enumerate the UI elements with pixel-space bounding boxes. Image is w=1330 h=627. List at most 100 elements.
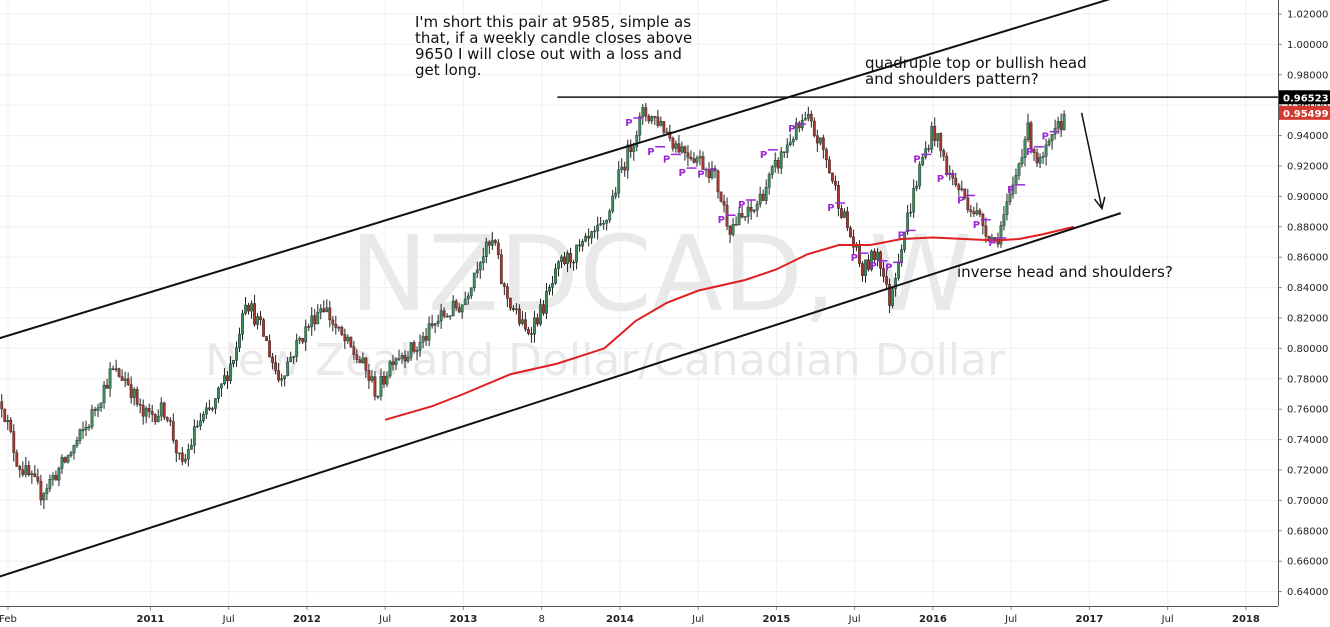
annotation-inverse-note: inverse head and shoulders? (957, 263, 1173, 281)
candle-body (731, 224, 735, 235)
candle-body (30, 473, 34, 476)
grid (0, 0, 1278, 606)
candle-body (873, 250, 876, 260)
candle-body (385, 375, 389, 385)
candle-body (84, 426, 88, 430)
candle-body (505, 286, 509, 299)
x-tick-label: Jul (378, 614, 391, 625)
candle-body (198, 420, 202, 427)
candle-body (728, 226, 732, 235)
pivot-label: P (697, 170, 704, 181)
candle-body (885, 276, 888, 285)
candle-body (840, 208, 843, 218)
candle-body (183, 458, 187, 462)
candle-body (436, 320, 440, 324)
candle-body (283, 375, 287, 379)
candle-body (566, 253, 569, 264)
candle-body (843, 211, 846, 218)
candle-body (496, 242, 500, 255)
candle-body (457, 307, 461, 313)
candle-body (247, 304, 250, 312)
candle-body (6, 419, 10, 422)
watermark-symbol: NZDCAD, W (350, 213, 972, 335)
candle-body (39, 480, 43, 501)
candle-body (849, 227, 852, 237)
candle-body (563, 256, 566, 264)
candle-body (846, 211, 849, 229)
candle-body (1038, 157, 1042, 164)
candle-body (295, 339, 299, 357)
y-tick-label: 0.82000 (1287, 314, 1328, 325)
candle-body (301, 338, 305, 343)
candle-body (253, 303, 256, 325)
candle-body (487, 241, 491, 246)
pivot-label: P (1026, 147, 1033, 158)
down-arrow-shaft (1080, 112, 1103, 209)
candle-body (876, 251, 879, 260)
candle-body (171, 421, 175, 441)
lower-trendline (0, 212, 1122, 578)
y-tick-label: 0.90000 (1287, 192, 1328, 203)
candle-body (469, 287, 473, 297)
candle-body (141, 404, 145, 417)
y-tick-label: 0.80000 (1287, 344, 1328, 355)
candle-body (545, 291, 548, 314)
candle-body (81, 429, 85, 431)
candle-body (1011, 184, 1015, 195)
candle-body (1029, 122, 1033, 150)
candle-body (740, 213, 744, 218)
pivot-label: P (973, 220, 980, 231)
candle-body (794, 122, 798, 140)
candle-body (418, 342, 422, 351)
candle-body (232, 359, 235, 365)
candle-body (951, 172, 955, 179)
candle-body (791, 139, 795, 143)
candle-body (921, 156, 925, 165)
candle-body (454, 300, 458, 309)
candle-body (584, 235, 588, 242)
candle-body (475, 269, 479, 274)
candle-body (493, 240, 497, 244)
candle-body (770, 166, 774, 175)
candle-body (343, 334, 347, 342)
candle-body (150, 411, 154, 415)
candle-body (478, 262, 482, 271)
candle-body (111, 368, 115, 370)
pivot-label: P (885, 262, 892, 273)
candle-body (587, 235, 591, 239)
pivot-label: P (625, 118, 632, 129)
candle-body (692, 158, 696, 163)
candle-body (340, 326, 344, 335)
candle-body (779, 151, 783, 169)
candle-body (915, 185, 919, 189)
candle-body (349, 336, 353, 347)
candle-body (78, 429, 82, 441)
candle-body (201, 413, 205, 422)
candle-body (969, 209, 973, 212)
candle-body (999, 225, 1003, 245)
candle-body (809, 113, 813, 122)
candle-body (701, 156, 705, 170)
candle-body (1014, 175, 1018, 186)
candle-body (818, 137, 822, 144)
candle-body (108, 368, 112, 389)
pivot-label: P (957, 195, 964, 206)
candle-body (310, 315, 314, 328)
candle-body (662, 121, 666, 133)
candle-body (824, 149, 828, 161)
candle-body (235, 347, 238, 361)
price-badge-label: 0.95499 (1283, 109, 1329, 120)
candle-body (815, 135, 819, 144)
candle-body (653, 116, 657, 118)
candle-body (918, 164, 922, 187)
candle-body (36, 476, 40, 482)
candle-body (785, 144, 789, 153)
candle-body (1005, 201, 1009, 215)
candle-body (963, 188, 967, 198)
candle-body (337, 326, 341, 329)
y-tick-label: 0.78000 (1287, 374, 1328, 385)
candle-body (722, 200, 726, 206)
candle-body (581, 241, 584, 247)
pivot-label: P (718, 215, 725, 226)
x-tick-label: Jul (222, 614, 235, 625)
